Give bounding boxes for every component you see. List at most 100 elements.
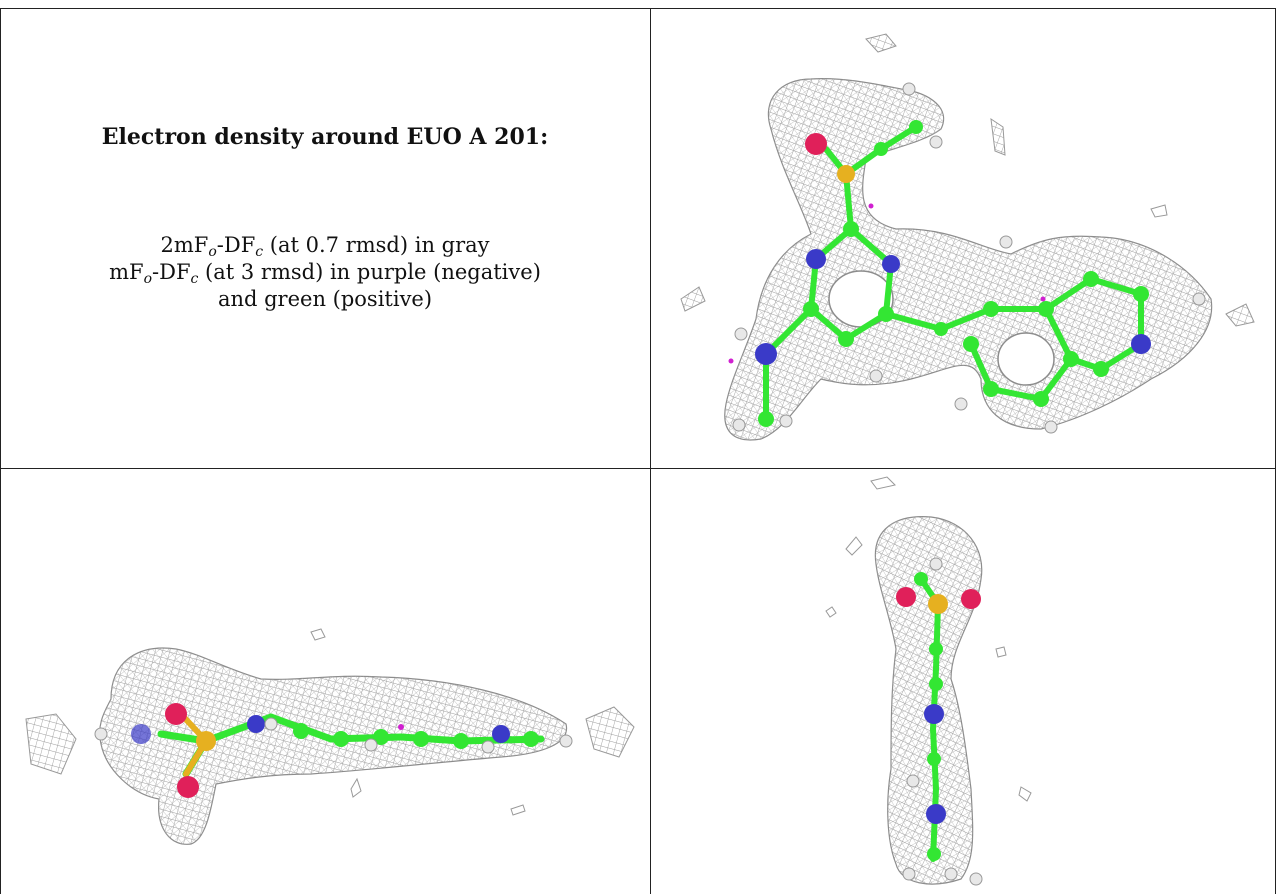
hydrogen-atom [954, 397, 968, 411]
mesh-fragment [510, 804, 526, 816]
hydrogen-atom [559, 734, 573, 748]
carbon-atom [874, 142, 888, 156]
carbon-atom [843, 221, 859, 237]
hydrogen-atom [999, 235, 1013, 249]
mesh-fragment [865, 33, 897, 53]
negative-density-blob [398, 724, 404, 730]
hydrogen-atom [902, 82, 916, 96]
hydrogen-atom [969, 872, 983, 886]
table-top-border [0, 8, 1276, 9]
carbon-atom [934, 322, 948, 336]
nitrogen-atom [1131, 334, 1151, 354]
mesh-fragment [825, 606, 837, 618]
hydrogen-atom [779, 414, 793, 428]
hydrogen-atom [929, 557, 943, 571]
mesh-fragment [1150, 204, 1168, 218]
density-view-bottom-left [1, 469, 650, 894]
mesh-fragment [1018, 786, 1032, 802]
carbon-atom [927, 847, 941, 861]
hydrogen-atom [1192, 292, 1206, 306]
density-render-face-on [680, 33, 1255, 441]
electron-density-mesh [825, 476, 1032, 885]
carbon-atom [333, 731, 349, 747]
nitrogen-atom [924, 704, 944, 724]
mesh-fragment [585, 706, 635, 758]
carbon-atom [963, 336, 979, 352]
carbon-atom [909, 120, 923, 134]
figure-description: 2mFo-DFc (at 0.7 rmsd) in gray mFo-DFc (… [0, 232, 650, 313]
mesh-fragment [680, 286, 706, 312]
carbon-atom [373, 729, 389, 745]
density-view-bottom-right [651, 469, 1275, 894]
carbon-atom [1093, 361, 1109, 377]
density-render-side [25, 628, 635, 845]
nitrogen-atom [247, 715, 265, 733]
mesh-fragment [995, 646, 1007, 658]
mesh-fragment [350, 777, 362, 798]
mesh-fragment [990, 117, 1006, 156]
description-line-1: 2mFo-DFc (at 0.7 rmsd) in gray [160, 233, 490, 260]
ligand-atoms [94, 703, 573, 798]
hydrogen-atom [929, 135, 943, 149]
carbon-atom [1133, 286, 1149, 302]
nitrogen-atom [755, 343, 777, 365]
carbon-atom [293, 723, 309, 739]
ligand-atoms [728, 82, 1206, 434]
oxygen-atom [805, 133, 827, 155]
carbon-atom [878, 306, 894, 322]
hydrogen-atom [364, 738, 378, 752]
carbon-atom [983, 301, 999, 317]
hydrogen-atom [869, 369, 883, 383]
hydrogen-atom [906, 774, 920, 788]
density-view-top-right [651, 9, 1275, 468]
carbon-atom [413, 731, 429, 747]
mesh-fragment [25, 713, 77, 775]
description-line-2: mFo-DFc (at 3 rmsd) in purple (negative) [109, 260, 541, 287]
carbon-atom [927, 752, 941, 766]
hydrogen-atom [1044, 420, 1058, 434]
hydrogen-atom [734, 327, 748, 341]
hydrogen-atom [481, 740, 495, 754]
carbon-atom [838, 331, 854, 347]
mesh-fragment [1225, 303, 1255, 327]
negative-density-blob [868, 203, 874, 209]
figure-title: Electron density around EUO A 201: [101, 124, 549, 150]
density-render-end [825, 476, 1032, 886]
ligand-atoms [896, 557, 983, 886]
description-line-3: and green (positive) [217, 287, 433, 311]
carbon-atom [1038, 301, 1054, 317]
mesh-fragment [310, 628, 326, 641]
oxygen-atom [961, 589, 981, 609]
sulfur-atom [837, 165, 855, 183]
table-center-border [650, 8, 651, 894]
hydrogen-atom [944, 867, 958, 881]
nitrogen-atom [882, 255, 900, 273]
nitrogen-atom [926, 804, 946, 824]
oxygen-atom [896, 587, 916, 607]
mesh-fragment [845, 536, 863, 556]
table-left-border [0, 8, 1, 894]
caption-cell: Electron density around EUO A 201: 2mFo-… [0, 0, 650, 468]
carbon-atom [758, 411, 774, 427]
oxygen-atom [165, 703, 187, 725]
carbon-atom [1063, 351, 1079, 367]
carbon-atom [929, 642, 943, 656]
hydrogen-atom [902, 867, 916, 881]
negative-density-blob [1040, 296, 1046, 302]
carbon-atom [1033, 391, 1049, 407]
carbon-atom [1083, 271, 1099, 287]
negative-density-blob [728, 358, 734, 364]
nitrogen-atom [492, 725, 510, 743]
nitrogen-atom [806, 249, 826, 269]
carbon-atom [453, 733, 469, 749]
oxygen-atom [177, 776, 199, 798]
sulfur-atom [928, 594, 948, 614]
carbon-atom [983, 381, 999, 397]
carbon-atom [523, 731, 539, 747]
hydrogen-atom [264, 717, 278, 731]
electron-density-mesh [25, 628, 635, 845]
table-middle-border [0, 468, 1276, 469]
hydrogen-atom [94, 727, 108, 741]
hydrogen-atom [732, 418, 746, 432]
